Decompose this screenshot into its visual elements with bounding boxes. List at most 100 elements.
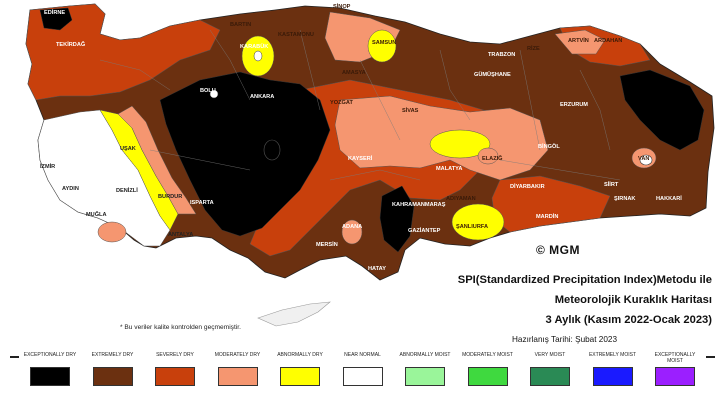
city-van: VAN [638, 156, 649, 162]
city-burdur: BURDUR [158, 194, 182, 200]
lake-tuz [263, 139, 281, 161]
zone-moderately-dry-ne [554, 29, 606, 55]
city-isparta: ISPARTA [190, 200, 214, 206]
city-trabzon: TRABZON [488, 52, 515, 58]
legend-dash [10, 356, 19, 358]
legend-swatch [342, 367, 383, 386]
legend-swatch [92, 367, 133, 386]
city-amasya: AMASYA [342, 70, 366, 76]
city-ankara: ANKARA [250, 94, 274, 100]
city-tekirdag: TEKİRDAĞ [56, 40, 85, 48]
city-siirt: SİİRT [604, 181, 619, 188]
zone-abnormally-dry-elazig [477, 147, 499, 165]
city-izmir: İZMİR [40, 163, 55, 170]
legend-swatch [467, 367, 508, 386]
city-gumushane: GÜMÜŞHANE [474, 71, 511, 78]
city-antalya: ANTALYA [168, 232, 193, 238]
city-kayseri: KAYSERİ [348, 155, 373, 162]
zone-exceptionally-dry-central [159, 71, 331, 237]
city-mugla: MUĞLA [86, 210, 107, 218]
map-title-line1: SPI(Standardized Precipitation Index)Met… [457, 274, 712, 286]
city-yozgat: YOZGAT [330, 100, 353, 106]
city-ardahan: ARDAHAN [594, 38, 622, 44]
legend-item: ABNORMALLY MOIST [397, 352, 453, 386]
city-hakkari: HAKKARİ [656, 195, 682, 202]
city-artvin: ARTVİN [568, 37, 589, 44]
legend-swatch [30, 367, 70, 386]
legend-label: VERY MOIST [534, 352, 566, 358]
map-title-line3: 3 Aylık (Kasım 2022-Ocak 2023) [545, 314, 712, 326]
legend-swatch [655, 367, 695, 386]
legend-label: EXTREMELY MOIST [588, 352, 637, 358]
legend-label: EXTREMELY DRY [91, 352, 134, 358]
zone-abnormally-dry-samsun [367, 29, 397, 63]
zone-moderately-dry-west [117, 105, 197, 215]
city-kastamonu: KASTAMONU [278, 32, 314, 38]
legend-item: NEAR NORMAL [335, 352, 391, 386]
zone-exceptionally-dry-thrace [39, 7, 73, 31]
city-sanliurfa: ŞANLIURFA [456, 224, 488, 230]
legend-swatch [592, 367, 633, 386]
city-karabuk: KARABÜK [240, 43, 268, 50]
zone-moderately-dry-kahramanmaras [341, 219, 363, 245]
zone-exceptionally-dry-adana [379, 185, 415, 253]
legend-swatch [155, 367, 195, 386]
zone-moderately-dry-mugla [97, 221, 127, 243]
city-bingol: BİNGÖL [538, 143, 560, 150]
province-borders [99, 29, 621, 181]
legend-swatch [530, 367, 570, 386]
zone-severely-dry-north [25, 3, 221, 101]
city-denizli: DENİZLİ [116, 187, 138, 194]
legend-item: EXCEPTIONALLY DRY [22, 352, 78, 386]
legend-item: EXTREMELY MOIST [585, 352, 641, 386]
cyprus [257, 301, 331, 327]
mgm-logo: © MGM [536, 243, 581, 257]
city-mersin: MERSİN [316, 241, 338, 248]
legend-item: MODERATELY MOIST [460, 352, 516, 386]
city-gaziantep: GAZİANTEP [408, 227, 441, 234]
legend-label: SEVERELY DRY [156, 352, 194, 358]
legend-item: VERY MOIST [522, 352, 578, 386]
city-bartin: BARTIN [230, 22, 251, 28]
city-rize: RİZE [527, 45, 540, 52]
legend-swatch [405, 367, 445, 386]
map-title-line2: Meteorolojik Kuraklık Haritası [554, 294, 712, 306]
legend-dash [706, 356, 715, 358]
zone-exceptionally-dry-east [619, 69, 705, 151]
city-elazig: ELAZIĞ [482, 154, 503, 162]
legend-item: EXTREMELY DRY [85, 352, 141, 386]
city-adiyaman: ADIYAMAN [446, 196, 476, 202]
legend-label: MODERATELY MOIST [462, 352, 513, 358]
legend-swatch [217, 367, 258, 386]
city-diyarbakir: DİYARBAKIR [510, 183, 545, 190]
legend-label: NEAR NORMAL [344, 352, 381, 358]
legend-label: ABNORMALLY DRY [277, 352, 323, 358]
city-usak: UŞAK [120, 146, 136, 152]
city-adana: ADANA [342, 224, 362, 230]
data-quality-note: * Bu veriler kalite kontrolden geçmemişt… [120, 324, 241, 331]
zone-abnormally-dry-malatya [429, 129, 491, 159]
city-bolu: BOLU [200, 88, 216, 94]
city-malatya: MALATYA [436, 166, 462, 172]
city-aydin: AYDIN [62, 186, 79, 192]
city-erzurum: ERZURUM [560, 102, 588, 108]
city-sirnak: ŞIRNAK [614, 196, 635, 202]
lake-karabuk [253, 50, 263, 62]
legend-label: EXCEPTIONALLY MOIST [654, 352, 696, 364]
legend-swatch [280, 367, 320, 386]
city-mardin: MARDİN [536, 213, 558, 220]
legend-item: ABNORMALLY DRY [272, 352, 328, 386]
city-sinop: SİNOP [333, 3, 351, 10]
city-samsun: SAMSUN [372, 40, 396, 46]
city-edirne: EDİRNE [44, 9, 65, 16]
legend-item: EXCEPTIONALLY MOIST [647, 352, 703, 386]
city-sivas: SİVAS [402, 107, 419, 114]
legend-label: EXCEPTIONALLY DRY [23, 352, 77, 358]
city-manisa: MANİSA [60, 147, 82, 154]
lake-bolu [209, 89, 219, 99]
city-kahramanmaras: KAHRAMANMARAŞ [392, 202, 446, 208]
lake-van [639, 154, 653, 166]
city-hatay: HATAY [368, 266, 386, 272]
legend-item: MODERATELY DRY [210, 352, 266, 386]
